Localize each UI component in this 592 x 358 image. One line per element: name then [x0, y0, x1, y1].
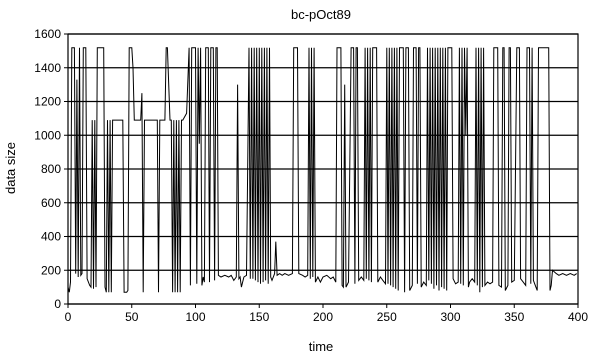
y-axis-title: data size — [3, 142, 18, 194]
x-axis: 0 50 100 150 200 250 300 350 400 — [65, 304, 588, 324]
y-tick-label: 1000 — [34, 128, 61, 142]
y-tick-label: 400 — [41, 230, 61, 244]
x-tick-label: 400 — [568, 310, 588, 324]
y-tick-label: 200 — [41, 263, 61, 277]
x-tick-label: 300 — [440, 310, 460, 324]
y-axis: 0 200 400 600 800 1000 1200 1400 1600 — [34, 27, 68, 311]
series-line — [67, 47, 577, 293]
y-tick-label: 600 — [41, 196, 61, 210]
x-axis-title: time — [309, 339, 334, 354]
x-tick-label: 50 — [125, 310, 139, 324]
x-tick-label: 150 — [249, 310, 269, 324]
x-tick-label: 100 — [185, 310, 205, 324]
y-tick-label: 1200 — [34, 95, 61, 109]
x-tick-label: 250 — [377, 310, 397, 324]
plot-series — [67, 47, 577, 293]
chart-title: bc-pOct89 — [291, 7, 351, 22]
x-tick-label: 0 — [65, 310, 72, 324]
y-tick-label: 1400 — [34, 61, 61, 75]
y-tick-label: 800 — [41, 162, 61, 176]
x-tick-label: 200 — [313, 310, 333, 324]
y-tick-label: 0 — [54, 297, 61, 311]
x-tick-label: 350 — [504, 310, 524, 324]
plot-frame — [67, 33, 579, 305]
y-tick-label: 1600 — [34, 27, 61, 41]
